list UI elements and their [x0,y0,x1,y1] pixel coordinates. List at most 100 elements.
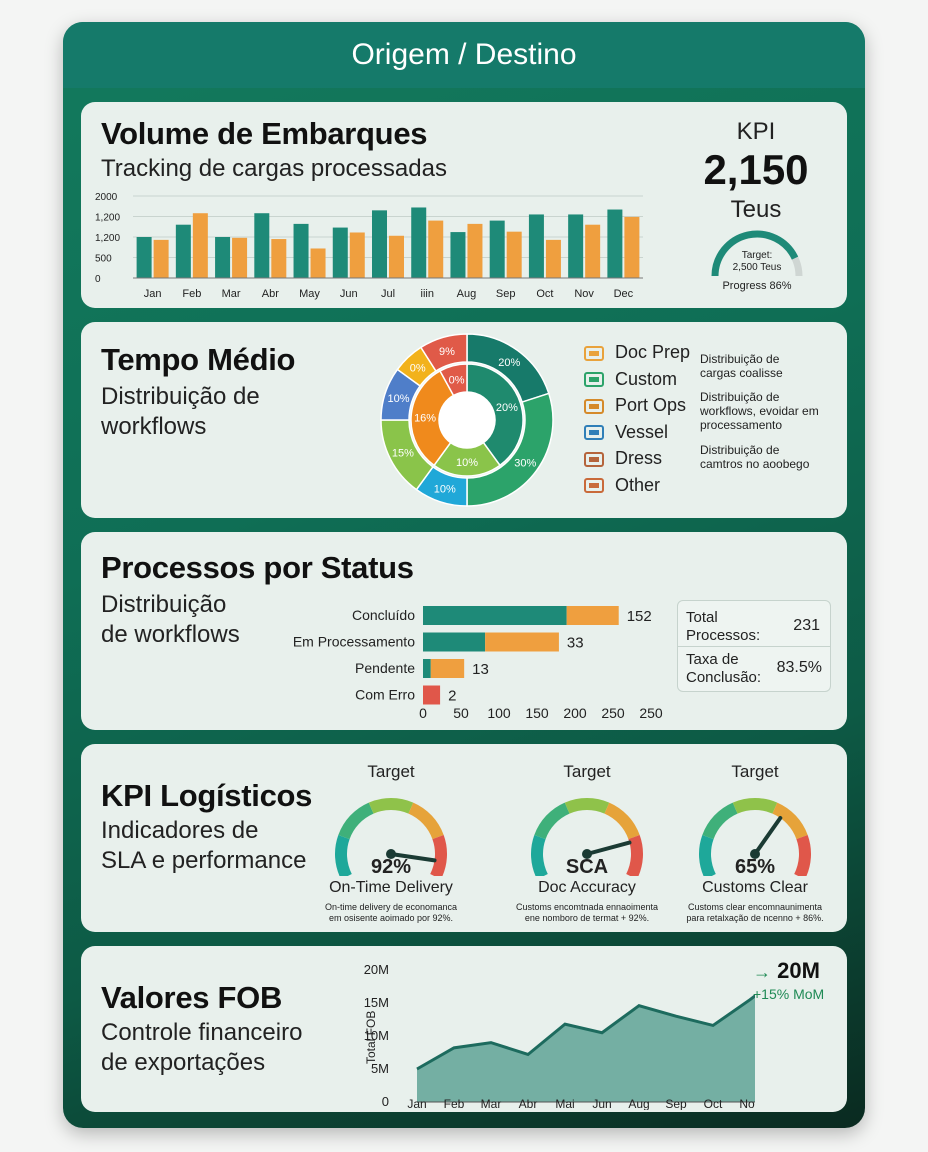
tempo-note-1: Distribuição de cargas coalisse [700,352,783,380]
status-bar [485,632,559,652]
y-tick-label: 0 [382,1094,389,1109]
legend-label: Port Ops [615,395,687,415]
fob-subtitle-line1: Controle financeiro [101,1019,303,1046]
x-tick-label: Abr [262,288,279,300]
kpi-target-label: Target: 2,500 Teus [707,250,807,274]
y-tick-label: 500 [95,254,112,265]
gauge-dial [699,798,811,876]
gauge-segment [772,802,808,840]
hand-document-icon [583,343,605,363]
status-bar [423,659,431,678]
volume-bar [467,223,483,278]
volume-bar [489,220,505,278]
y-tick-label: 10M [364,1028,389,1043]
fob-callout-change: +15% MoM [753,986,825,1002]
status-horizontal-bar-chart: Concluído 152 Em Processamento 33 Pendente 13… [293,606,663,721]
gauge-segment [531,835,548,876]
category-label: Concluído [352,607,415,623]
volume-bar [232,237,248,278]
legend-item: Other [583,475,660,496]
volume-bar [192,213,208,278]
gauge-target-label: Target [563,762,611,781]
gauge-note-line: Customs encomtnada ennaoimenta [515,902,659,912]
note-line: Distribuição de [700,443,780,457]
x-tick-label: iiin [421,288,434,300]
volume-bar [271,239,287,278]
summary-rate-value: 83.5% [776,659,822,676]
kpi-target-line2: 2,500 Teus [732,262,782,273]
legend-item: Doc Prep [583,342,690,363]
volume-subtitle: Tracking de cargas processadas [101,155,447,182]
x-tick-label: 100 [487,705,511,721]
x-tick-label: Dec [614,288,634,300]
volume-bar [293,223,309,278]
gauge-caption: Customs Clear [702,879,808,896]
y-tick-label: 0 [95,274,101,285]
volume-bar [215,237,231,278]
y-tick-label: 1,200 [95,233,120,244]
gauge-value-label: 92% [370,856,412,878]
donut-slice-label: 10% [434,483,456,495]
x-tick-label: Feb [182,288,201,300]
volume-bar [254,213,270,278]
summary-total-value: 231 [793,617,820,634]
ship-icon [583,422,605,442]
donut-slice-label: 15% [392,448,414,460]
trend-arrow-icon: → [753,962,771,982]
gauge-segment [335,835,352,876]
volume-bar [585,224,601,278]
gauge-segment [699,835,716,876]
gauge-segment [430,835,447,876]
fob-subtitle-line2: de exportações [101,1049,266,1076]
gauge-segment [534,802,570,840]
status-bar [423,685,441,705]
fob-card: Valores FOB Controle financeiro de expor… [81,946,847,1112]
x-tick-label: 250 [639,705,663,721]
fob-line [416,993,755,1071]
x-tick-label: Feb [444,1097,465,1110]
gauge-segment [702,802,738,840]
note-line: camtros no aoobego [700,457,810,471]
kpi-log-subtitle-line1: Indicadores de [101,817,259,844]
volume-bar [607,209,623,278]
status-title: Processos por Status [101,550,414,585]
tempo-subtitle-line1: Distribuição de [101,383,260,410]
gauge-target-label: Target [731,762,779,781]
legend-item: Dress [583,448,662,469]
summary-total-label-2: Processos: [686,627,761,644]
gauge-segment [368,798,414,814]
category-label: Com Erro [355,687,415,703]
gauge-note: Customs encomtnada ennaoimenta ene nombor… [502,902,672,924]
gauge-segment [408,802,444,840]
fob-callout-value-row: → 20M [753,958,843,984]
gauge-value-label: 65% [734,856,776,878]
kpi-progress-text: Progress 86% [722,280,792,292]
volume-bar [450,232,466,278]
status-bar [423,606,567,625]
category-label: Pendente [355,660,415,676]
note-line: cargas coalisse [700,366,783,380]
box-icon [583,449,605,469]
legend-item: Custom [583,369,677,390]
donut-slice-label: 20% [498,357,520,369]
gauge-note: Customs clear encomnaunimenta para retalx… [670,902,840,924]
fob-subtitle: Controle financeiro de exportações [101,1018,302,1078]
gauge-needle [389,852,437,863]
gauge-hub [582,849,592,859]
volume-bar [332,227,348,278]
y-axis-label: Total FOB [364,1011,378,1064]
volume-bar [310,248,326,278]
gauge-hub [386,849,396,859]
x-tick-label: Jun [340,288,358,300]
gauge-target-label: Target [367,762,415,781]
x-tick-label: Jul [381,288,395,300]
kpi-log-subtitle-line2: SLA e performance [101,847,307,874]
x-tick-label: Sep [665,1097,687,1110]
dashboard-frame: Origem / Destino Volume de Embarques Tra… [63,22,865,1128]
summary-rate-label-2: Conclusão: [686,669,762,686]
gauge-segment [626,835,643,876]
status-subtitle-line2: de workflows [101,621,240,648]
volume-bar [153,239,169,278]
y-tick-label: 5M [371,1061,389,1076]
value-label: 152 [627,608,652,625]
